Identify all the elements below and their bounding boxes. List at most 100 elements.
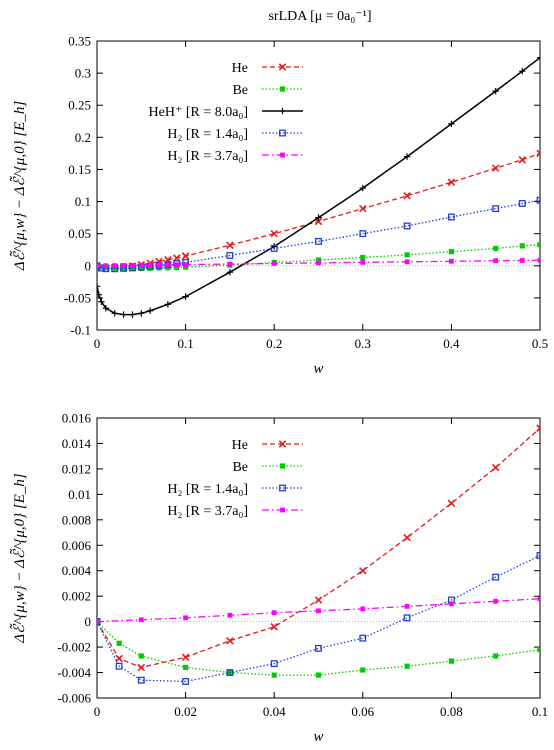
data-point [360,606,366,612]
data-point [404,663,410,669]
x-tick-label: 0.06 [351,704,374,719]
data-point [315,672,322,678]
data-point [181,653,190,662]
data-point [404,252,410,258]
data-point [112,263,118,268]
series-line-1 [97,427,540,669]
data-point [492,87,499,95]
data-point [404,603,410,609]
data-point [181,252,190,260]
data-point [116,640,122,646]
x-tick-label: 0.08 [440,704,463,719]
data-point [226,669,234,676]
series-group [97,54,540,318]
chart-panel-1: -0.1 -0.05 0 0.05 0.1 0.15 0.2 0.25 0.3 0.35 0 0.1 0… [9,34,548,378]
data-point [359,634,367,642]
data-point [404,259,410,265]
y-tick-label: 0.15 [68,162,91,177]
data-point [491,463,500,472]
x-tick-label: 0.02 [174,704,197,719]
data-point [493,258,499,264]
data-point [316,260,321,266]
data-point [403,222,411,230]
data-point [536,54,540,61]
data-point [147,262,153,268]
data-point [403,614,411,622]
data-point [226,241,234,249]
chart-panel-2: -0.006 -0.004 -0.002 0 0.002 0.004 0.006 0.008 0… [9,411,548,746]
y-tick-label: 0.006 [62,538,92,553]
data-point [448,120,455,128]
data-point [315,644,322,652]
data-point [111,310,118,317]
data-point [492,573,500,581]
y-tick-label: -0.1 [70,323,91,338]
y-tick-label: 0.2 [75,130,91,145]
data-point [518,156,527,164]
data-point [360,259,366,265]
data-point [519,258,525,263]
legend-label: He [232,438,248,453]
data-point [174,264,180,271]
data-point [270,660,278,668]
series-group [97,424,540,685]
data-point [102,304,110,312]
data-point [315,257,322,263]
data-point [492,205,500,213]
data-point [403,533,411,542]
data-point [537,647,540,653]
y-tick-label: -0.004 [57,665,91,680]
data-point [316,608,321,614]
legend-marker [279,86,286,92]
data-point [518,200,526,207]
data-point [447,499,456,508]
data-point [448,658,454,664]
data-point [536,424,540,432]
series-line-3 [97,57,540,316]
data-point [182,678,190,685]
legend-label: HeH⁺ [R = 8.0a₀] [149,105,248,120]
plot-frame [96,417,541,699]
y-tick-label: 0.004 [62,563,92,578]
y-tick-label: 0.25 [68,98,91,113]
x-tick-label: 0.2 [266,336,282,351]
data-point [227,261,233,267]
data-point [138,617,144,623]
data-point [403,153,411,160]
data-point [137,676,145,684]
data-point [447,178,456,187]
data-point [448,249,454,255]
y-tick-label: 0.05 [68,226,91,241]
data-point [537,257,540,263]
data-point [97,291,102,298]
data-point [138,262,144,268]
data-point [315,237,322,245]
series-line-1 [97,152,540,269]
data-point [270,244,278,252]
legend-marker [279,129,286,137]
y-tick-label: 0.01 [68,487,91,502]
data-point [519,243,525,249]
legend-label: H₂ [R = 1.4a₀] [167,127,248,142]
series-line-2 [97,243,540,270]
data-point [112,265,118,271]
y-tick-label: -0.05 [64,290,91,305]
legend: He Be HeH⁺ [R = 8.0a₀] H₂ [R = 1.4a₀] H₂ [R … [149,61,303,164]
x-tick-label: 0.3 [355,336,371,351]
y-axis-label: Δℰ̃^{μ,w} − Δℰ̃^{μ,0} [E_h] [9,473,28,644]
data-point [226,636,234,645]
y-tick-label: 0.014 [62,436,92,451]
data-point [227,612,233,618]
data-point [97,619,100,625]
data-point [359,204,367,213]
series-line-2 [97,621,540,676]
legend-label: He [232,61,248,76]
data-point [493,653,499,659]
data-point [360,667,366,673]
data-point [271,672,277,678]
legend-label: Be [232,460,248,475]
data-point [183,262,188,268]
legend-marker [279,484,286,492]
data-point [226,252,234,259]
data-point [183,264,189,270]
